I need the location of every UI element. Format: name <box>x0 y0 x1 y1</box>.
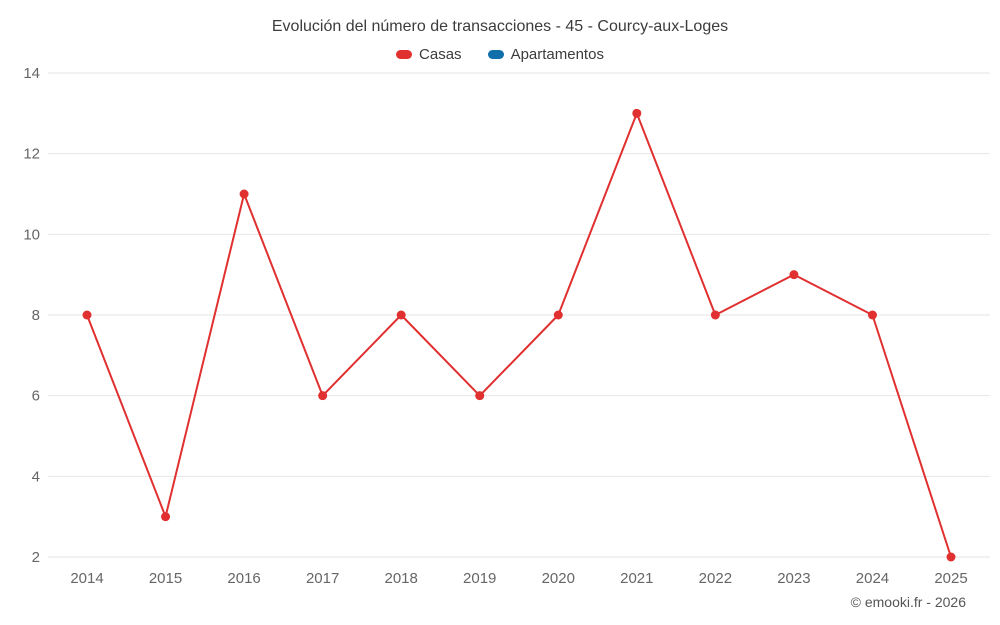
data-point[interactable] <box>789 270 799 280</box>
data-point[interactable] <box>475 391 485 401</box>
y-axis-tick-label: 12 <box>23 146 40 163</box>
data-point[interactable] <box>632 108 642 118</box>
chart-title: Evolución del número de transacciones - … <box>271 18 729 35</box>
x-axis-tick-label: 2022 <box>699 570 732 587</box>
data-point[interactable] <box>161 512 171 522</box>
x-axis-tick-label: 2015 <box>149 570 182 587</box>
legend-item-apartamentos[interactable]: Apartamentos <box>487 46 604 63</box>
x-axis-tick-label: 2016 <box>227 570 260 587</box>
data-point[interactable] <box>239 189 249 199</box>
series-line-casas <box>86 112 952 558</box>
x-axis-tick-label: 2017 <box>306 570 339 587</box>
x-axis-tick-label: 2020 <box>542 570 575 587</box>
x-axis-tick-label: 2024 <box>856 570 889 587</box>
y-axis-tick-label: 14 <box>23 65 40 82</box>
data-point[interactable] <box>396 310 406 320</box>
legend-item-casas[interactable]: Casas <box>396 46 462 63</box>
data-point[interactable] <box>710 310 720 320</box>
data-point[interactable] <box>318 391 328 401</box>
legend: Casas Apartamentos <box>0 46 1000 63</box>
y-axis-tick-label: 6 <box>32 388 40 405</box>
x-axis-tick-label: 2025 <box>934 570 967 587</box>
legend-label-apartamentos: Apartamentos <box>510 46 604 63</box>
x-axis-tick-label: 2018 <box>384 570 417 587</box>
casas-series-swatch-icon <box>396 50 413 59</box>
x-axis-tick-label: 2021 <box>620 570 653 587</box>
data-point[interactable] <box>82 310 92 320</box>
y-axis-tick-label: 2 <box>32 549 40 566</box>
copyright: © emooki.fr - 2026 <box>850 594 966 610</box>
legend-label-casas: Casas <box>419 46 462 63</box>
x-axis-tick-label: 2019 <box>463 570 496 587</box>
x-axis-tick-label: 2023 <box>777 570 810 587</box>
apartamentos-series-swatch-icon <box>487 50 504 59</box>
y-axis-tick-label: 8 <box>32 307 40 324</box>
data-point[interactable] <box>946 552 956 562</box>
y-axis-tick-label: 10 <box>23 226 40 243</box>
data-point[interactable] <box>867 310 877 320</box>
y-axis-tick-label: 4 <box>32 468 40 485</box>
x-axis-tick-label: 2014 <box>70 570 103 587</box>
data-point[interactable] <box>553 310 563 320</box>
